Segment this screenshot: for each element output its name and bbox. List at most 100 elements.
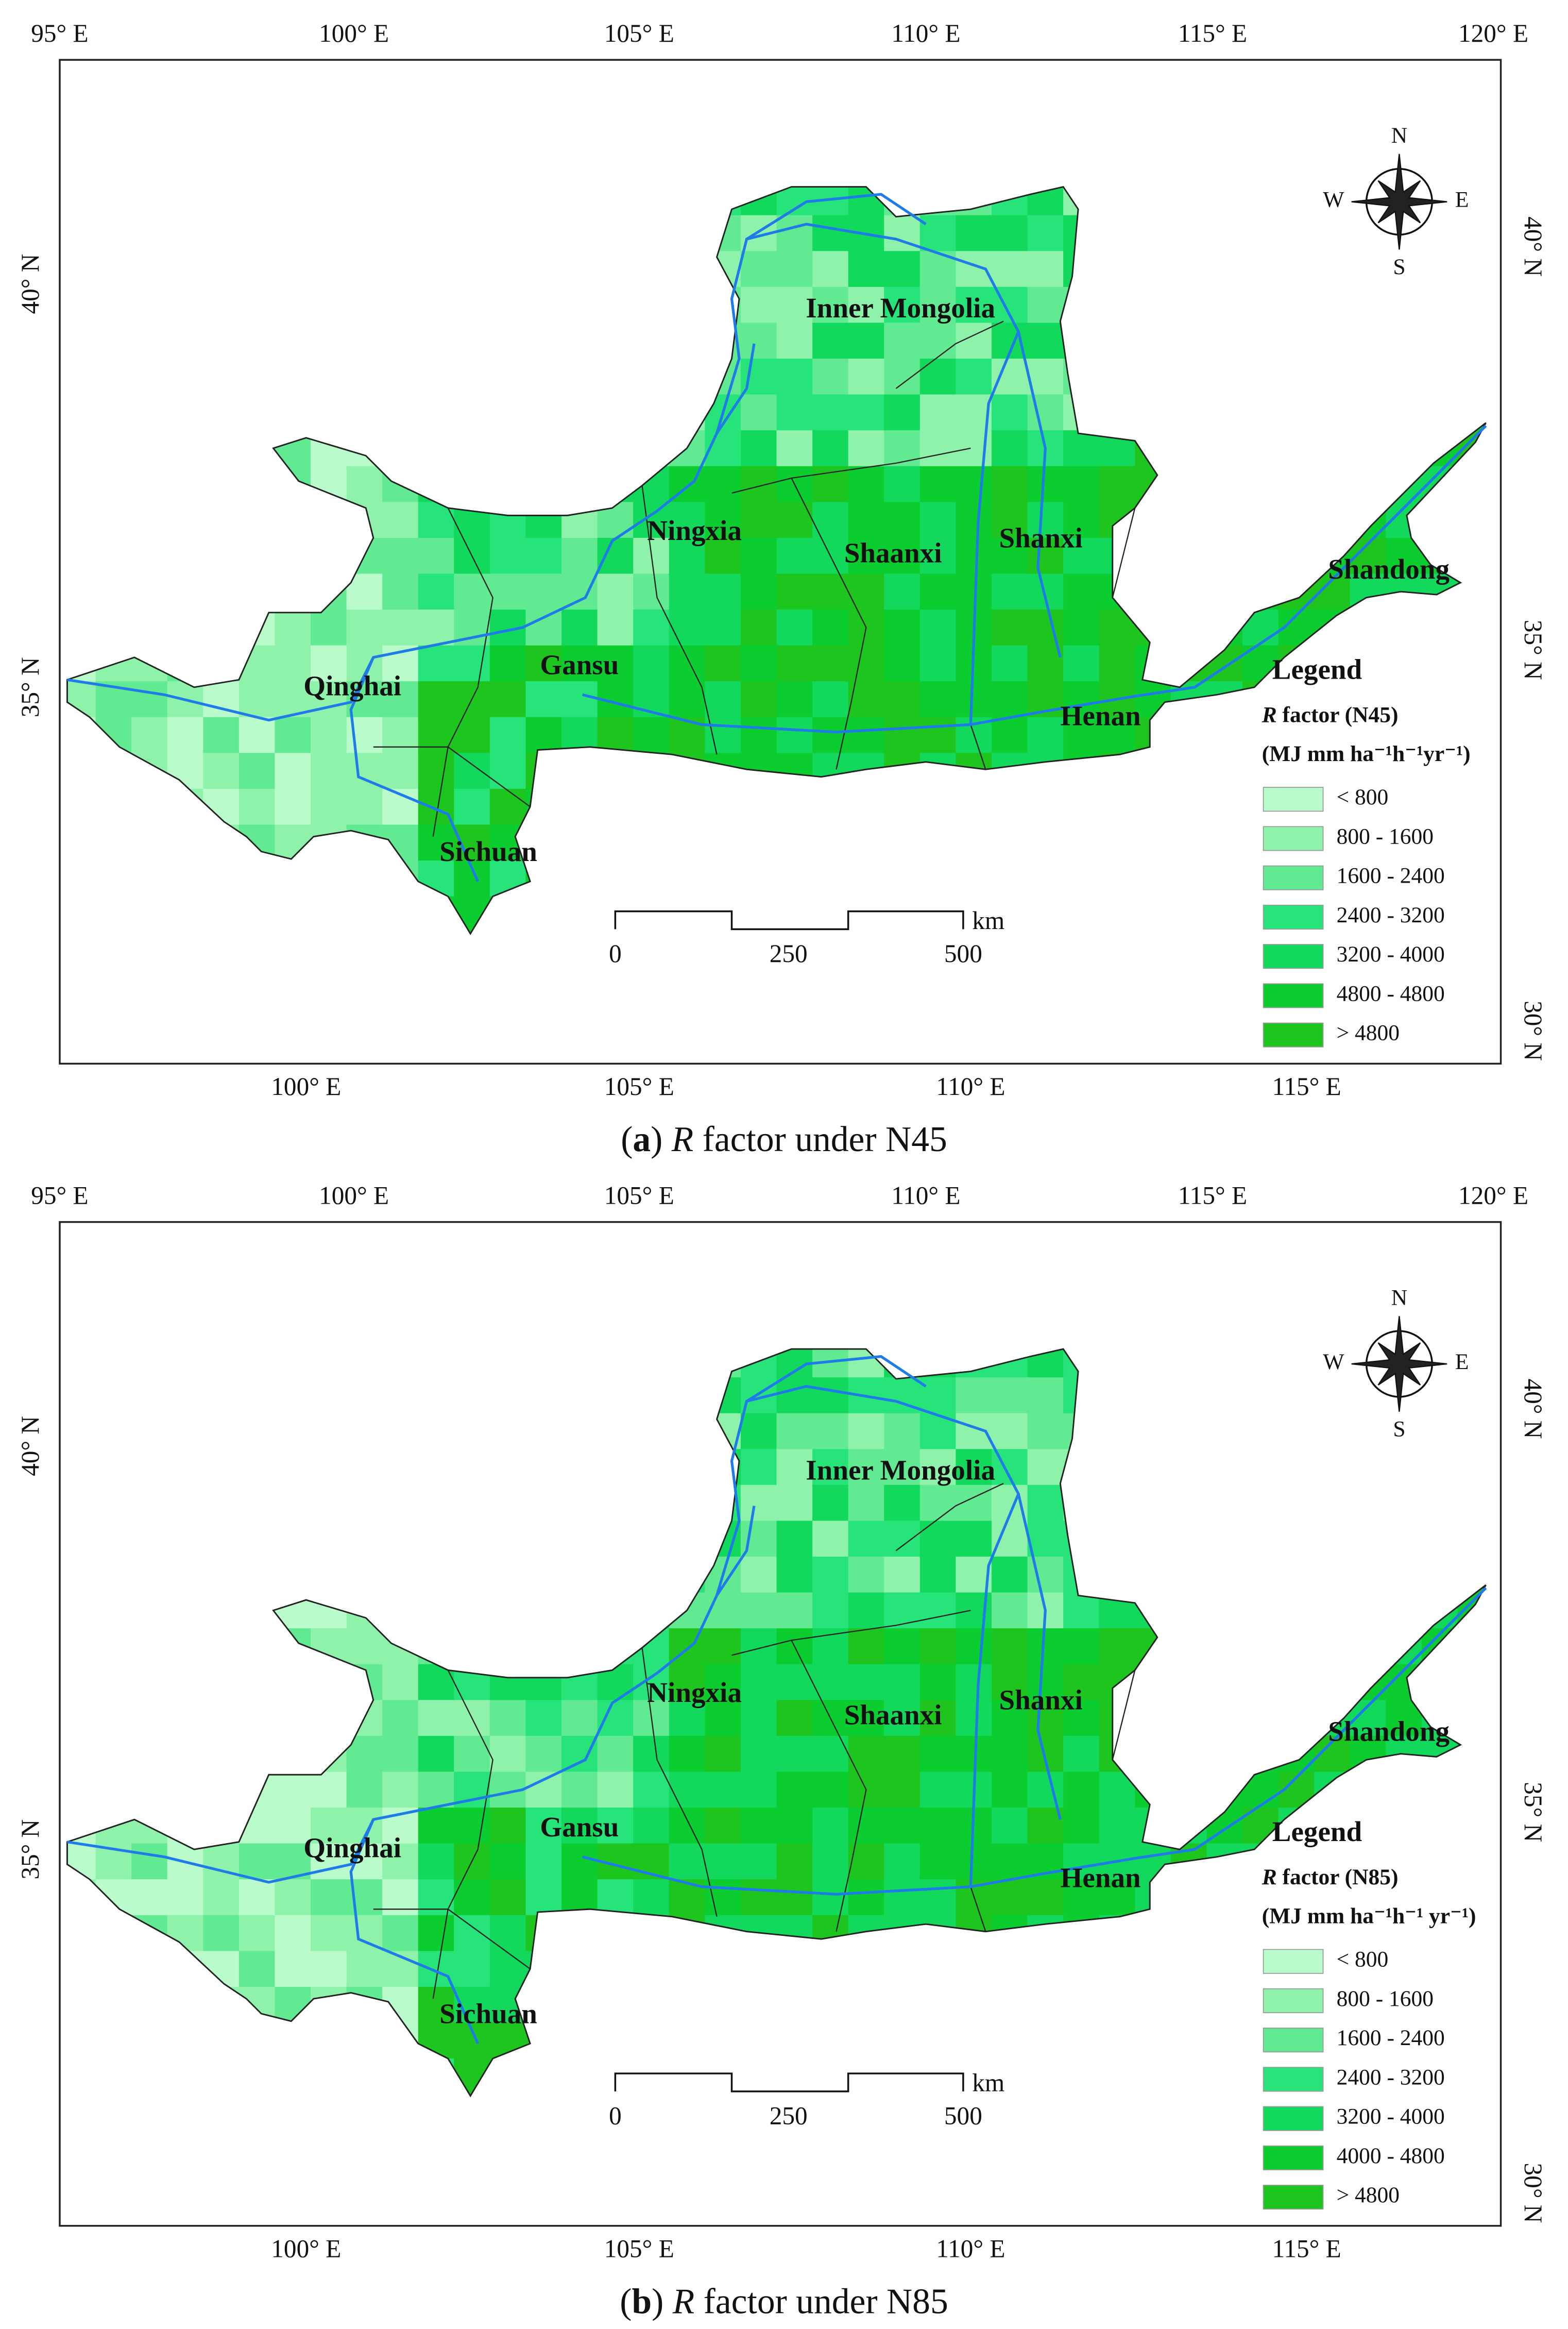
compass-s: S: [1393, 255, 1405, 279]
raster-cell: [812, 610, 849, 647]
raster-cell: [884, 1879, 921, 1916]
province-label: Shanxi: [999, 522, 1082, 553]
raster-cell: [1063, 1843, 1100, 1880]
raster-cell: [489, 645, 526, 682]
raster-cell: [740, 1449, 777, 1486]
raster-cell: [525, 1735, 563, 1773]
raster-cell: [1063, 717, 1100, 754]
raster-cell: [238, 788, 276, 825]
raster-cell: [848, 1413, 885, 1450]
raster-cell: [776, 1735, 813, 1773]
raster-cell: [1027, 717, 1064, 754]
lat-label: 30° N: [1519, 2163, 1547, 2223]
raster-cell: [705, 1771, 742, 1809]
raster-cell: [597, 610, 634, 647]
raster-cell: [740, 1557, 777, 1594]
raster-cell: [884, 681, 921, 718]
caption-part: R: [663, 2282, 694, 2321]
raster-cell: [346, 1628, 383, 1665]
raster-cell: [740, 1808, 777, 1845]
raster-cell: [669, 1771, 706, 1809]
raster-cell: [561, 573, 599, 611]
raster-cell: [346, 466, 383, 503]
compass-n: N: [1391, 123, 1407, 148]
legend-swatch: [1263, 1022, 1324, 1048]
scale-label: 250: [770, 939, 808, 968]
legend-label: < 800: [1337, 785, 1389, 809]
legend-title: R factor (N85): [1262, 1865, 1399, 1889]
raster-cell: [203, 1915, 240, 1952]
raster-cell: [848, 717, 885, 754]
raster-cell: [418, 1915, 455, 1952]
raster-cell: [776, 1557, 813, 1594]
raster-cell: [131, 681, 168, 718]
basin-outline: [66, 1348, 1487, 2098]
raster-cell: [919, 1377, 957, 1414]
raster-cell: [740, 1879, 777, 1916]
raster-cell: [740, 1628, 777, 1665]
raster-cell: [991, 1843, 1028, 1880]
raster-cell: [382, 1700, 419, 1737]
lat-label: 30° N: [1519, 1001, 1547, 1061]
raster-cell: [238, 681, 276, 718]
raster-cell: [919, 537, 957, 575]
raster-cell: [311, 1879, 348, 1916]
raster-cell: [1063, 430, 1100, 467]
raster-cell: [311, 1808, 348, 1845]
raster-cell: [991, 1521, 1028, 1558]
raster-cell: [812, 502, 849, 539]
raster-cell: [669, 1808, 706, 1845]
province-border: [373, 746, 531, 807]
raster-cell: [884, 358, 921, 395]
lon-label: 120° E: [1458, 19, 1528, 47]
caption-part: (: [621, 1120, 633, 1159]
raster-cell: [705, 502, 742, 539]
raster-cell: [1027, 1484, 1064, 1522]
legend-label: 1600 - 2400: [1337, 864, 1445, 888]
legend-title-part: factor (N45): [1277, 703, 1399, 728]
raster-cell: [884, 502, 921, 539]
raster-cell: [203, 717, 240, 754]
raster-cell: [669, 573, 706, 611]
raster-cell: [1027, 1377, 1064, 1414]
raster-cell: [812, 1843, 849, 1880]
raster-cell: [1027, 610, 1064, 647]
raster-cell: [956, 1700, 993, 1737]
raster-cell: [919, 645, 957, 682]
raster-cell: [740, 251, 777, 288]
lon-label: 110° E: [891, 1182, 960, 1210]
raster-cell: [1063, 681, 1100, 718]
raster-cell: [454, 1915, 491, 1952]
raster-cell: [956, 537, 993, 575]
raster-cell: [669, 1843, 706, 1880]
raster-cell: [740, 537, 777, 575]
lat-label: 35° N: [16, 1819, 44, 1880]
raster-cell: [1099, 1808, 1136, 1845]
raster-cell: [346, 610, 383, 647]
raster-cell: [418, 1735, 455, 1773]
raster-cell: [776, 502, 813, 539]
raster-cell: [991, 573, 1028, 611]
raster-cell: [776, 1771, 813, 1809]
raster-cell: [597, 1771, 634, 1809]
raster-cell: [919, 1521, 957, 1558]
raster-cell: [382, 717, 419, 754]
province-border: [641, 1647, 718, 1917]
raster-cell: [991, 1700, 1028, 1737]
raster-cell: [812, 1592, 849, 1629]
raster-cell: [919, 1449, 957, 1486]
caption-part: ): [652, 2282, 663, 2321]
raster-cell: [884, 645, 921, 682]
river: [1017, 1493, 1062, 1820]
raster-cell: [597, 1808, 634, 1845]
raster-cell: [311, 717, 348, 754]
lat-label: 40° N: [1519, 216, 1547, 277]
raster-cell: [956, 502, 993, 539]
province-label: Sichuan: [439, 1998, 537, 2030]
lat-label: 35° N: [16, 657, 44, 717]
raster-cell: [884, 1735, 921, 1773]
raster-cell: [956, 1521, 993, 1558]
raster-cell: [991, 502, 1028, 539]
raster-cell: [884, 610, 921, 647]
lon-label: 105° E: [604, 1072, 674, 1101]
